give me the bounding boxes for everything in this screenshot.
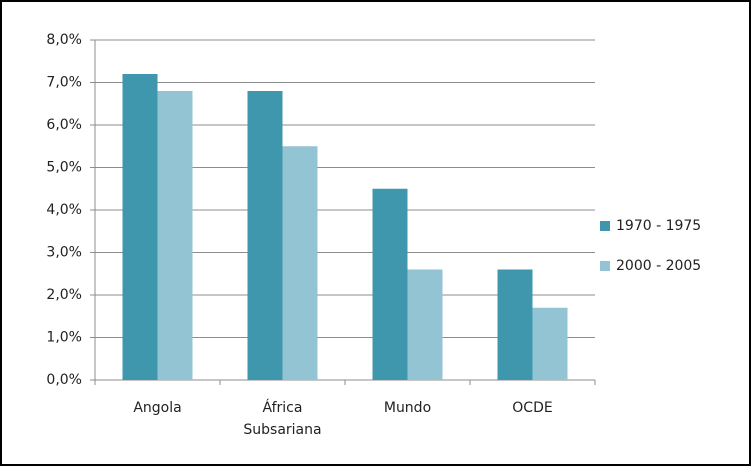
legend-label: 2000 - 2005 <box>616 258 701 274</box>
x-tick-label: Mundo <box>383 400 432 416</box>
legend-swatch <box>600 221 610 231</box>
x-tick-label: Angola <box>133 400 182 416</box>
y-tick-label: 7,0% <box>46 75 82 91</box>
y-tick-label: 4,0% <box>46 202 82 218</box>
bar <box>122 74 158 380</box>
y-tick-label: 0,0% <box>46 372 82 388</box>
x-tick-label: OCDE <box>512 400 553 416</box>
y-tick-label: 1,0% <box>46 330 82 346</box>
bar <box>532 307 568 380</box>
bar <box>407 269 443 380</box>
y-tick-label: 5,0% <box>46 160 82 176</box>
y-tick-label: 3,0% <box>46 245 82 261</box>
bar <box>247 91 283 380</box>
bar <box>157 91 193 380</box>
x-tick-label: África Subsariana <box>243 400 322 438</box>
legend-swatch <box>600 261 610 271</box>
y-tick-label: 6,0% <box>46 117 82 133</box>
bar <box>497 269 533 380</box>
y-tick-label: 2,0% <box>46 287 82 303</box>
bar <box>372 188 408 380</box>
y-tick-label: 8,0% <box>46 32 82 48</box>
bar <box>282 146 318 380</box>
legend-label: 1970 - 1975 <box>616 218 701 234</box>
